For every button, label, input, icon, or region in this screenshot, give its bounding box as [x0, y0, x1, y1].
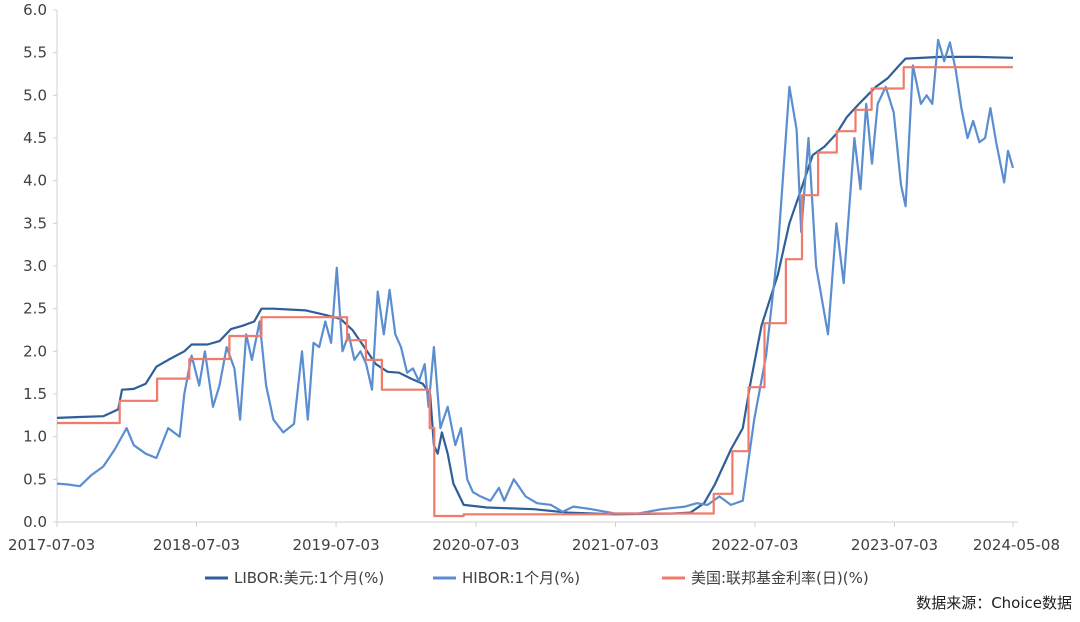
- y-tick-label: 4.0: [23, 172, 47, 190]
- axes: 0.0 0.5 1.0 1.5 2.0 2.5 3.0 3.5 4.0 4.5 5.0 5.5 6.0 2…: [8, 1, 1060, 554]
- y-tick-label: 2.0: [23, 342, 47, 360]
- x-tick-label: 2020-07-03: [432, 536, 519, 554]
- series-line-0: [56, 55, 1014, 516]
- x-tick-label: 2024-05-08: [973, 536, 1060, 554]
- x-tick-label: 2023-07-03: [851, 536, 938, 554]
- x-tick-label: 2019-07-03: [292, 536, 379, 554]
- y-tick-label: 0.0: [23, 513, 47, 531]
- x-tick-label: 2018-07-03: [153, 536, 240, 554]
- x-tick-label: 2022-07-03: [711, 536, 798, 554]
- x-tick-label: 2017-07-03: [8, 536, 95, 554]
- y-tick-label: 3.5: [23, 214, 47, 232]
- y-tick-label: 2.5: [23, 300, 47, 318]
- series-line-2: [57, 66, 1013, 518]
- legend-label-1: HIBOR:1个月(%): [462, 569, 580, 587]
- legend-label-2: 美国:联邦基金利率(日)(%): [691, 569, 869, 587]
- y-tick-label: 5.0: [23, 86, 47, 104]
- y-tick-label: 1.0: [23, 428, 47, 446]
- y-tick-label: 4.5: [23, 129, 47, 147]
- series-lines: [56, 38, 1015, 518]
- y-tick-label: 0.5: [23, 470, 47, 488]
- series-line-1: [56, 38, 1015, 515]
- x-tick-label: 2021-07-03: [572, 536, 659, 554]
- legend: LIBOR:美元:1个月(%) HIBOR:1个月(%) 美国:联邦基金利率(日)(…: [205, 569, 869, 587]
- legend-label-0: LIBOR:美元:1个月(%): [234, 569, 384, 587]
- y-tick-label: 6.0: [23, 1, 47, 19]
- source-note: 数据来源：Choice数据: [916, 594, 1072, 612]
- y-tick-label: 1.5: [23, 385, 47, 403]
- y-tick-label: 3.0: [23, 257, 47, 275]
- y-tick-label: 5.5: [23, 44, 47, 62]
